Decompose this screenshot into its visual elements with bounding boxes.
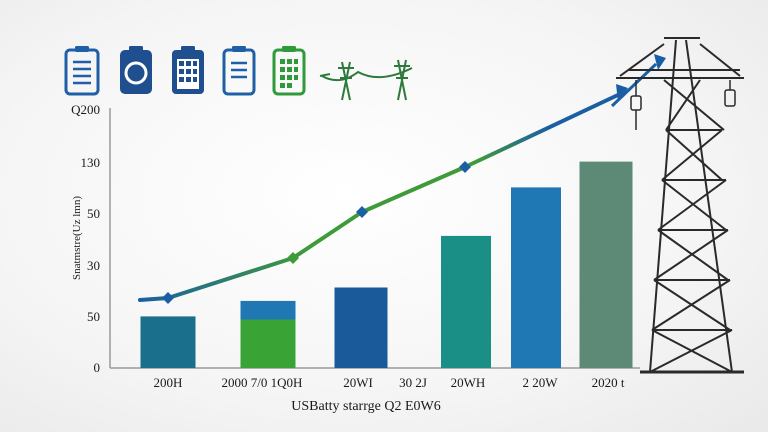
bars — [140, 161, 633, 368]
y-tick-label: 30 — [87, 258, 100, 273]
battery-green-icon — [272, 46, 306, 96]
bar — [579, 161, 633, 368]
x-tick-label: 20WH — [451, 375, 486, 390]
y-axis-label: Snatmstre(Uz lmn) — [71, 196, 83, 280]
icon-row — [64, 46, 413, 101]
y-tick-label: 50 — [87, 206, 100, 221]
bar — [140, 316, 196, 368]
trend-marker — [459, 161, 471, 173]
chart-title: USBatty starrge Q2 E0W6 — [291, 399, 440, 414]
trend-marker — [356, 206, 368, 218]
x-tick-label: 2000 7/0 1Q0H — [222, 375, 303, 390]
x-tick-label: 2020 t — [592, 375, 625, 390]
bar — [511, 187, 561, 368]
trend-extension-arrowhead — [654, 54, 666, 70]
battery-icon — [64, 46, 100, 96]
trend-marker — [287, 252, 299, 264]
trend-line — [138, 54, 666, 304]
trend-marker — [162, 292, 174, 304]
x-tick-label: 2 20W — [522, 375, 558, 390]
battery-list-icon — [222, 46, 256, 96]
bar — [334, 287, 388, 368]
power-line-icon — [319, 59, 413, 101]
y-tick-label: 50 — [87, 309, 100, 324]
y-tick-label: 0 — [94, 360, 101, 375]
bar — [441, 235, 491, 368]
transmission-tower-icon — [616, 37, 744, 374]
bar-segment — [240, 319, 296, 368]
x-tick-label: 30 2J — [399, 375, 427, 390]
y-tick-label: Q200 — [71, 102, 100, 117]
x-tick-label: 200H — [154, 375, 183, 390]
battery-round-icon — [120, 46, 152, 94]
y-tick-label: 130 — [81, 155, 101, 170]
x-tick-label: 20WI — [343, 375, 373, 390]
battery-grid-icon — [172, 46, 204, 94]
